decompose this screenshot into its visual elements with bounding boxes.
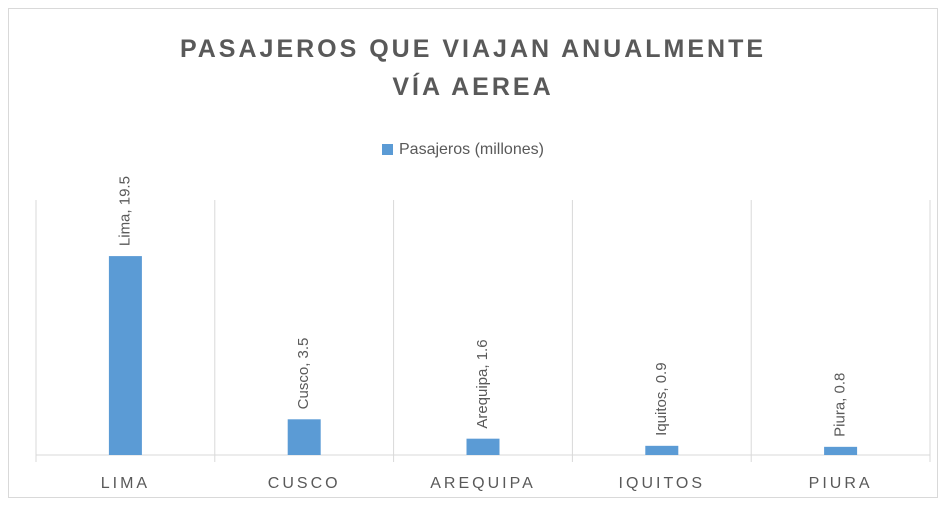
x-tick-label: LIMA (101, 475, 150, 492)
bar (108, 256, 142, 455)
legend-swatch (382, 144, 393, 155)
data-label: Piura, 0.8 (832, 373, 849, 437)
bar (287, 419, 321, 455)
legend-label: Pasajeros (millones) (399, 141, 544, 158)
x-tick-label: IQUITOS (619, 475, 706, 492)
bar (824, 446, 858, 455)
chart-border (8, 8, 938, 498)
bar (466, 438, 500, 455)
data-label: Arequipa, 1.6 (474, 339, 491, 428)
x-tick-label: CUSCO (268, 475, 341, 492)
x-tick-label: AREQUIPA (430, 475, 536, 492)
chart-title: PASAJEROS QUE VIAJAN ANUALMENTE VÍA AERE… (179, 35, 767, 101)
data-label: Lima, 19.5 (116, 176, 133, 246)
data-label: Cusco, 3.5 (295, 338, 312, 410)
bar (645, 445, 679, 455)
x-tick-label: PIURA (809, 475, 873, 492)
data-label: Iquitos, 0.9 (653, 362, 670, 435)
